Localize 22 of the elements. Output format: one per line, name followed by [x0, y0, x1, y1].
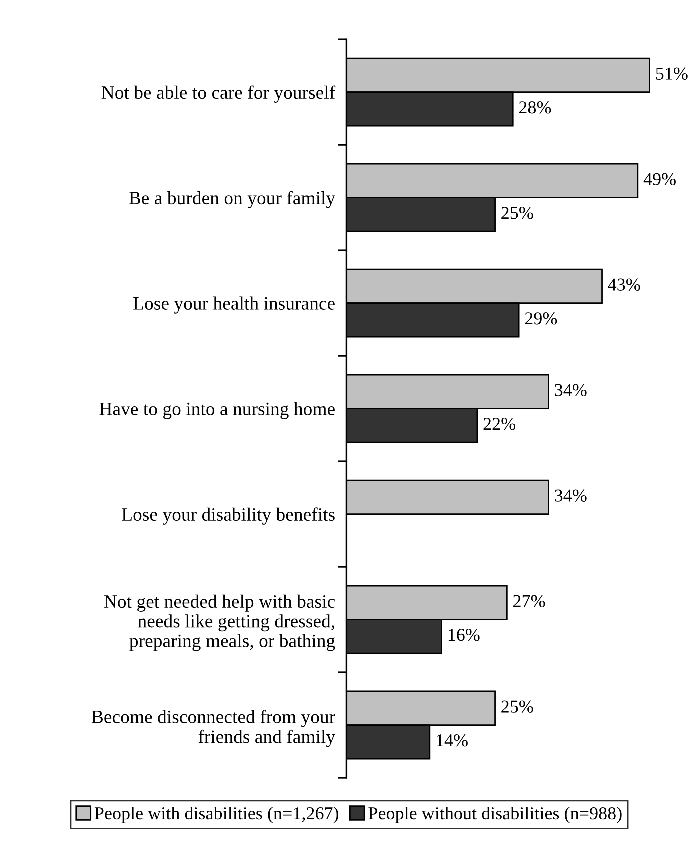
legend-label: People without disabilities (n=988) [368, 806, 622, 824]
data-label: 34% [555, 384, 587, 396]
y-tick-label: Not be able to care for yourself [102, 86, 336, 103]
data-label: 51% [656, 68, 688, 80]
data-label: 34% [555, 490, 587, 502]
legend-label: People with disabilities (n=1,267) [94, 806, 339, 824]
data-label: 16% [448, 628, 480, 642]
y-tick-label: Have to go into a nursing home [100, 402, 335, 420]
data-label: 25% [502, 700, 534, 713]
y-tick-label: Not get needed help with basic needs like getting dressed, preparing meals, or bathing [104, 594, 336, 652]
y-tick-label: Lose your health insurance [134, 296, 335, 314]
data-label: 22% [484, 418, 516, 430]
data-label: 43% [608, 278, 640, 291]
y-tick-label: Be a burden on your family [129, 191, 336, 208]
y-tick-label: Lose your disability benefits [122, 508, 335, 525]
data-label: 27% [514, 595, 546, 608]
y-tick-label: Become disconnected from your friends and family [92, 710, 336, 748]
data-label: 25% [502, 207, 534, 220]
data-label: 14% [437, 734, 468, 747]
data-label: 28% [519, 102, 552, 114]
data-label: 29% [525, 312, 558, 325]
data-label: 49% [644, 173, 676, 186]
